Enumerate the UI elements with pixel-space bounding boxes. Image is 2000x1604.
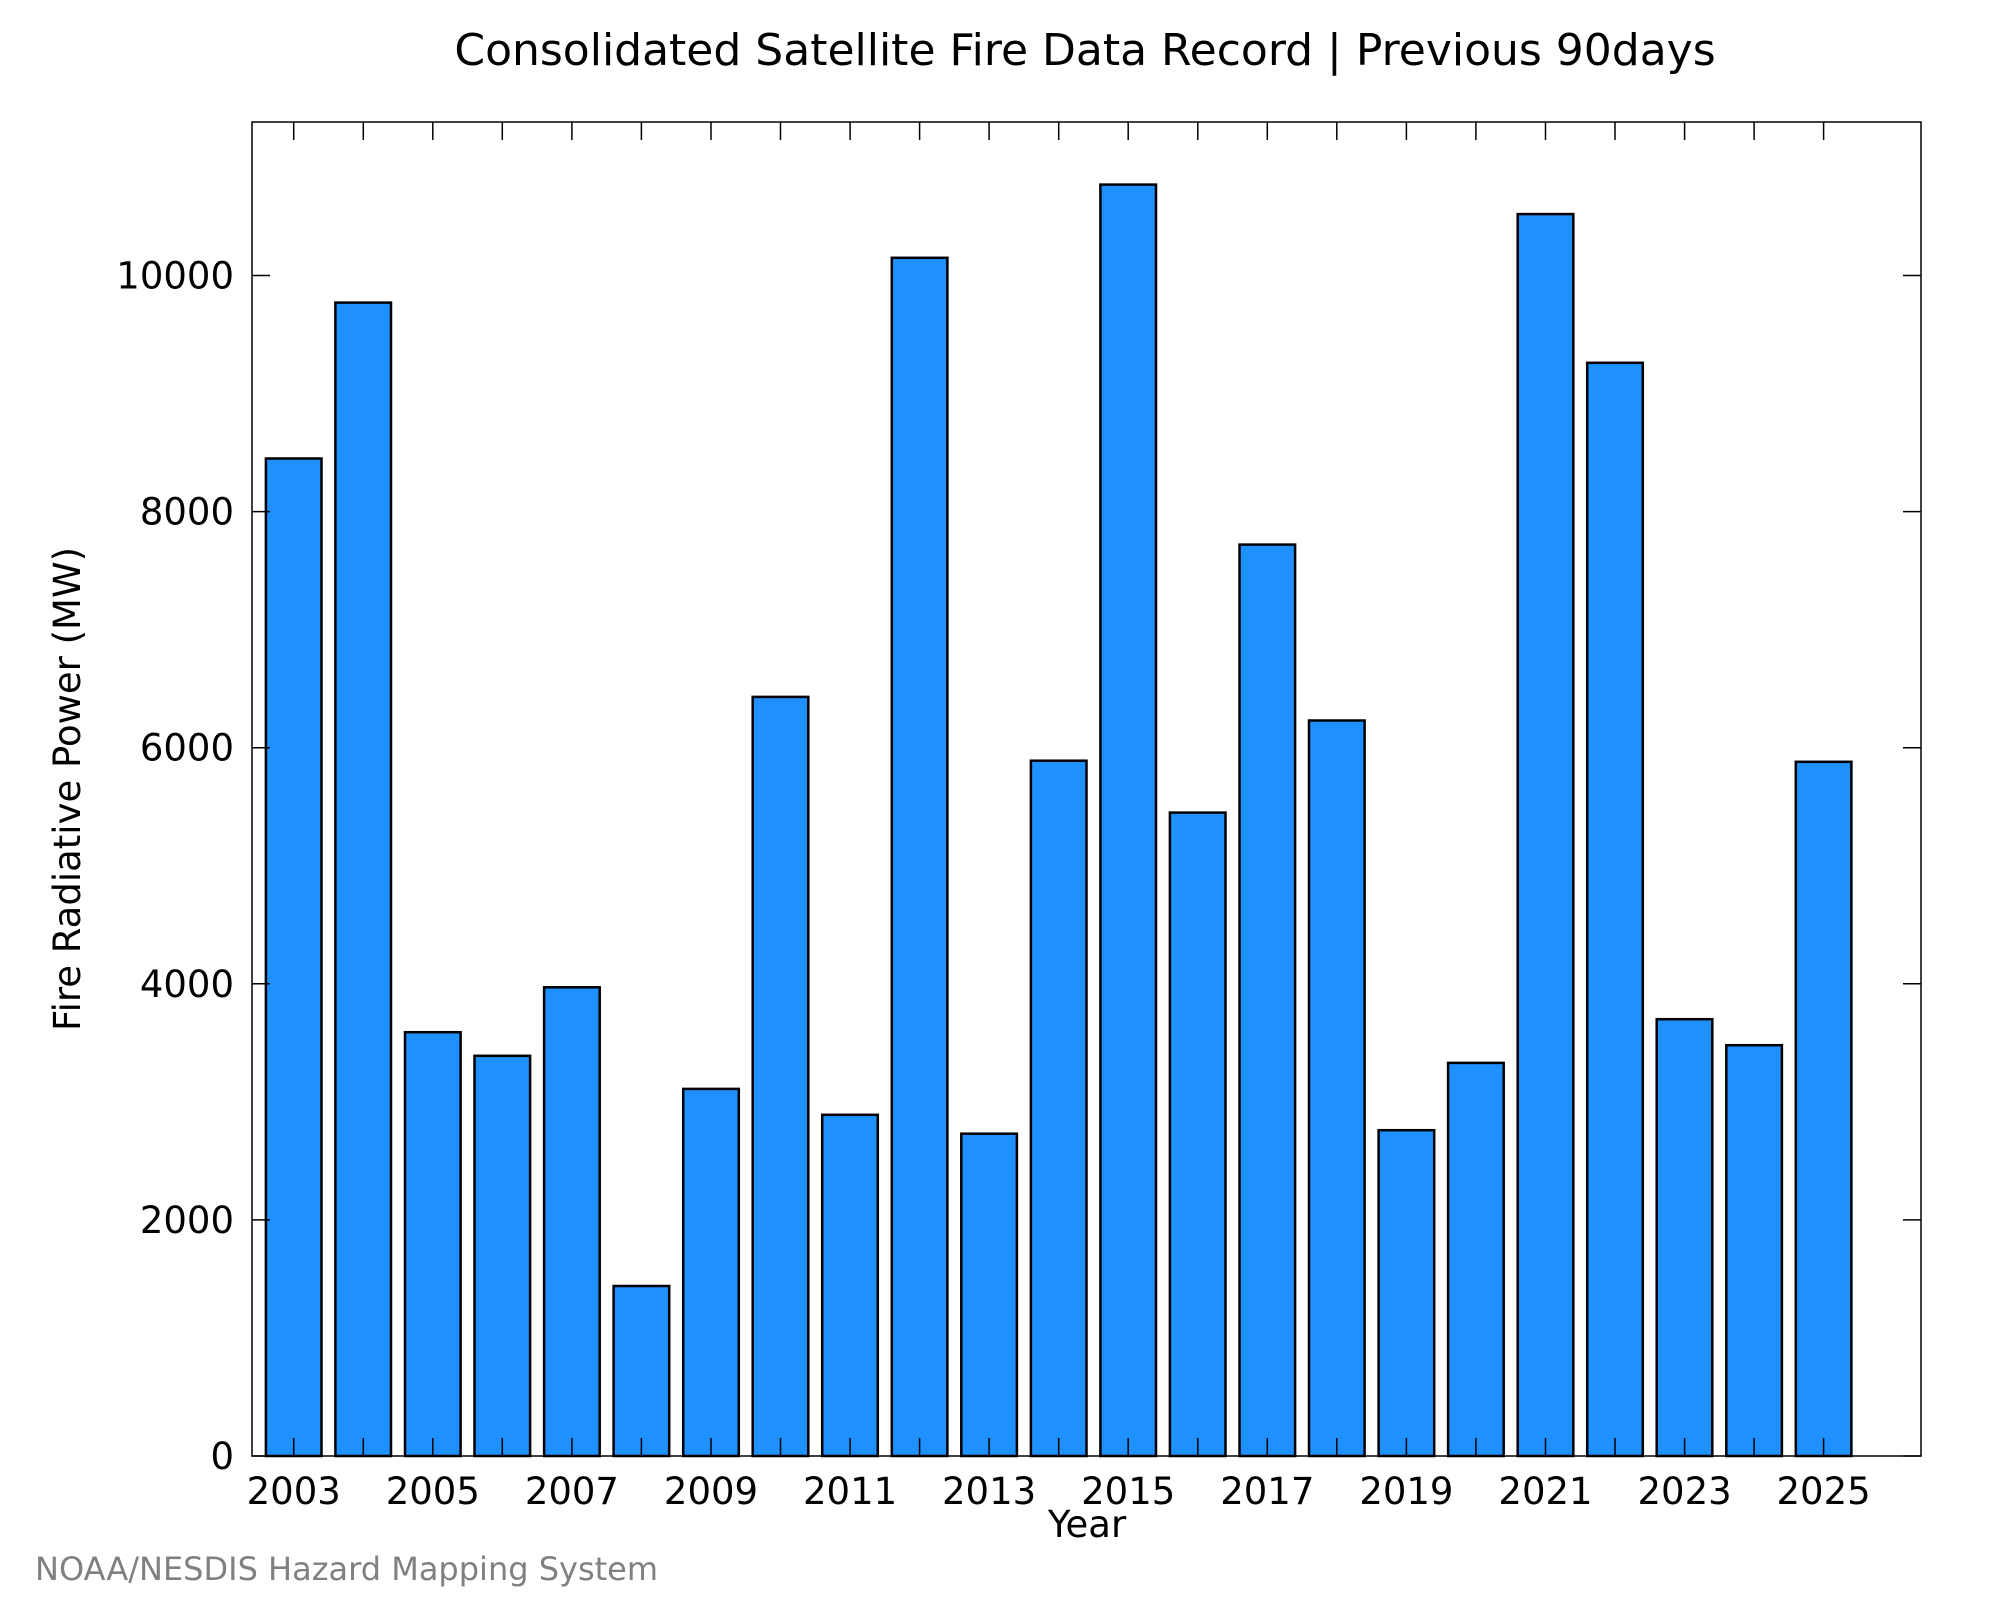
x-tick-label-2019: 2019 (1359, 1470, 1453, 1513)
y-tick-label-0: 0 (210, 1435, 234, 1478)
y-tick-label-8000: 8000 (140, 491, 234, 534)
x-tick-label-2011: 2011 (803, 1470, 897, 1513)
bar-2025 (1794, 760, 1853, 1458)
x-tick-label-2023: 2023 (1638, 1470, 1732, 1513)
bar-2013 (960, 1132, 1019, 1458)
bar-2023 (1655, 1017, 1714, 1458)
bar-2015 (1099, 183, 1158, 1458)
bar-2010 (751, 695, 810, 1458)
bar-2014 (1029, 759, 1088, 1458)
x-tick-label-2017: 2017 (1220, 1470, 1314, 1513)
x-tick-label-2009: 2009 (664, 1470, 758, 1513)
bar-2011 (820, 1113, 880, 1458)
bar-2007 (542, 986, 601, 1458)
x-tick-label-2021: 2021 (1498, 1470, 1592, 1513)
bar-2022 (1585, 361, 1645, 1458)
ticks-layer: 0 2000 4000 6000 8000 10000 2003 2005 2007 2009 20… (116, 122, 1921, 1513)
y-axis-label: Fire Radiative Power (MW) (46, 547, 89, 1031)
bar-2019 (1377, 1128, 1436, 1458)
bar-2018 (1307, 719, 1366, 1458)
plot-frame (251, 121, 1922, 1457)
x-tick-label-2025: 2025 (1777, 1470, 1871, 1513)
bar-2009 (681, 1087, 741, 1458)
bar-2004 (334, 301, 393, 1458)
x-tick-label-2003: 2003 (247, 1470, 341, 1513)
bar-2016 (1168, 811, 1227, 1458)
x-tick-label-2007: 2007 (525, 1470, 619, 1513)
bar-2005 (403, 1030, 462, 1458)
bar-2006 (473, 1054, 532, 1458)
x-axis-label: Year (1047, 1503, 1127, 1546)
x-tick-label-2015: 2015 (1081, 1470, 1175, 1513)
y-tick-label-2000: 2000 (140, 1199, 234, 1242)
credit-text: NOAA/NESDIS Hazard Mapping System (35, 1550, 658, 1588)
bar-2020 (1446, 1061, 1505, 1458)
chart-title: Consolidated Satellite Fire Data Record … (454, 25, 1715, 76)
bar-2008 (612, 1284, 671, 1458)
y-tick-label-4000: 4000 (140, 963, 234, 1006)
y-tick-label-10000: 10000 (116, 255, 234, 298)
bars-layer (264, 183, 1853, 1458)
bar-2017 (1238, 543, 1297, 1458)
y-tick-label-6000: 6000 (140, 727, 234, 770)
bar-2012 (890, 256, 949, 1458)
bar-2021 (1516, 212, 1575, 1458)
bar-2003 (264, 457, 323, 1458)
bar-2024 (1725, 1043, 1784, 1458)
x-tick-label-2005: 2005 (386, 1470, 480, 1513)
x-tick-label-2013: 2013 (942, 1470, 1036, 1513)
